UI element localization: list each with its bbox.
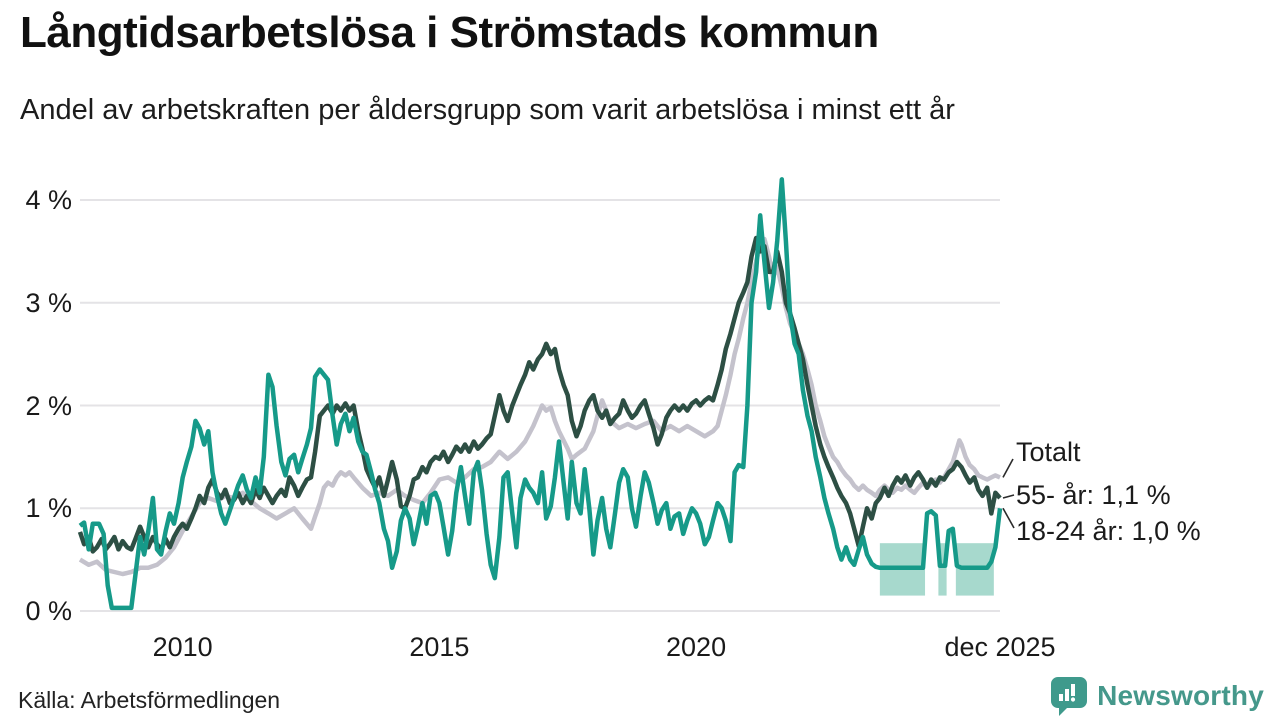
y-tick-label: 1 % [25, 493, 72, 524]
series-end-label-totalt: Totalt [1016, 437, 1081, 467]
newsworthy-wordmark: Newsworthy [1097, 680, 1264, 711]
newsworthy-icon [1051, 677, 1088, 716]
annotation-connector [1002, 494, 1015, 499]
x-tick-label: 2010 [152, 632, 213, 662]
x-tick-label: dec 2025 [944, 632, 1056, 662]
chart-subtitle: Andel av arbetskraften per åldersgrupp s… [20, 94, 955, 126]
x-tick-label: 2020 [666, 632, 727, 662]
series-line-totalt [78, 236, 1001, 577]
newsworthy-logo[interactable]: Newsworthy [1050, 676, 1264, 716]
series-end-label-18-24-ar: 18-24 år: 1,0 % [1016, 516, 1201, 546]
source-note: Källa: Arbetsförmedlingen [18, 687, 281, 713]
annotation-connector [1002, 507, 1015, 529]
annotation-connector [1002, 458, 1014, 478]
chart-title: Långtidsarbetslösa i Strömstads kommun [20, 8, 879, 57]
series-line-18-24-ar [78, 177, 1003, 611]
y-tick-label: 0 % [25, 596, 72, 626]
x-tick-label: 2015 [409, 632, 470, 662]
y-tick-label: 3 % [25, 287, 72, 318]
y-tick-label: 2 % [25, 390, 72, 421]
y-tick-label: 4 % [25, 185, 72, 215]
censored-band [938, 543, 947, 596]
series-end-label-55-ar: 55- år: 1,1 % [1016, 480, 1171, 510]
